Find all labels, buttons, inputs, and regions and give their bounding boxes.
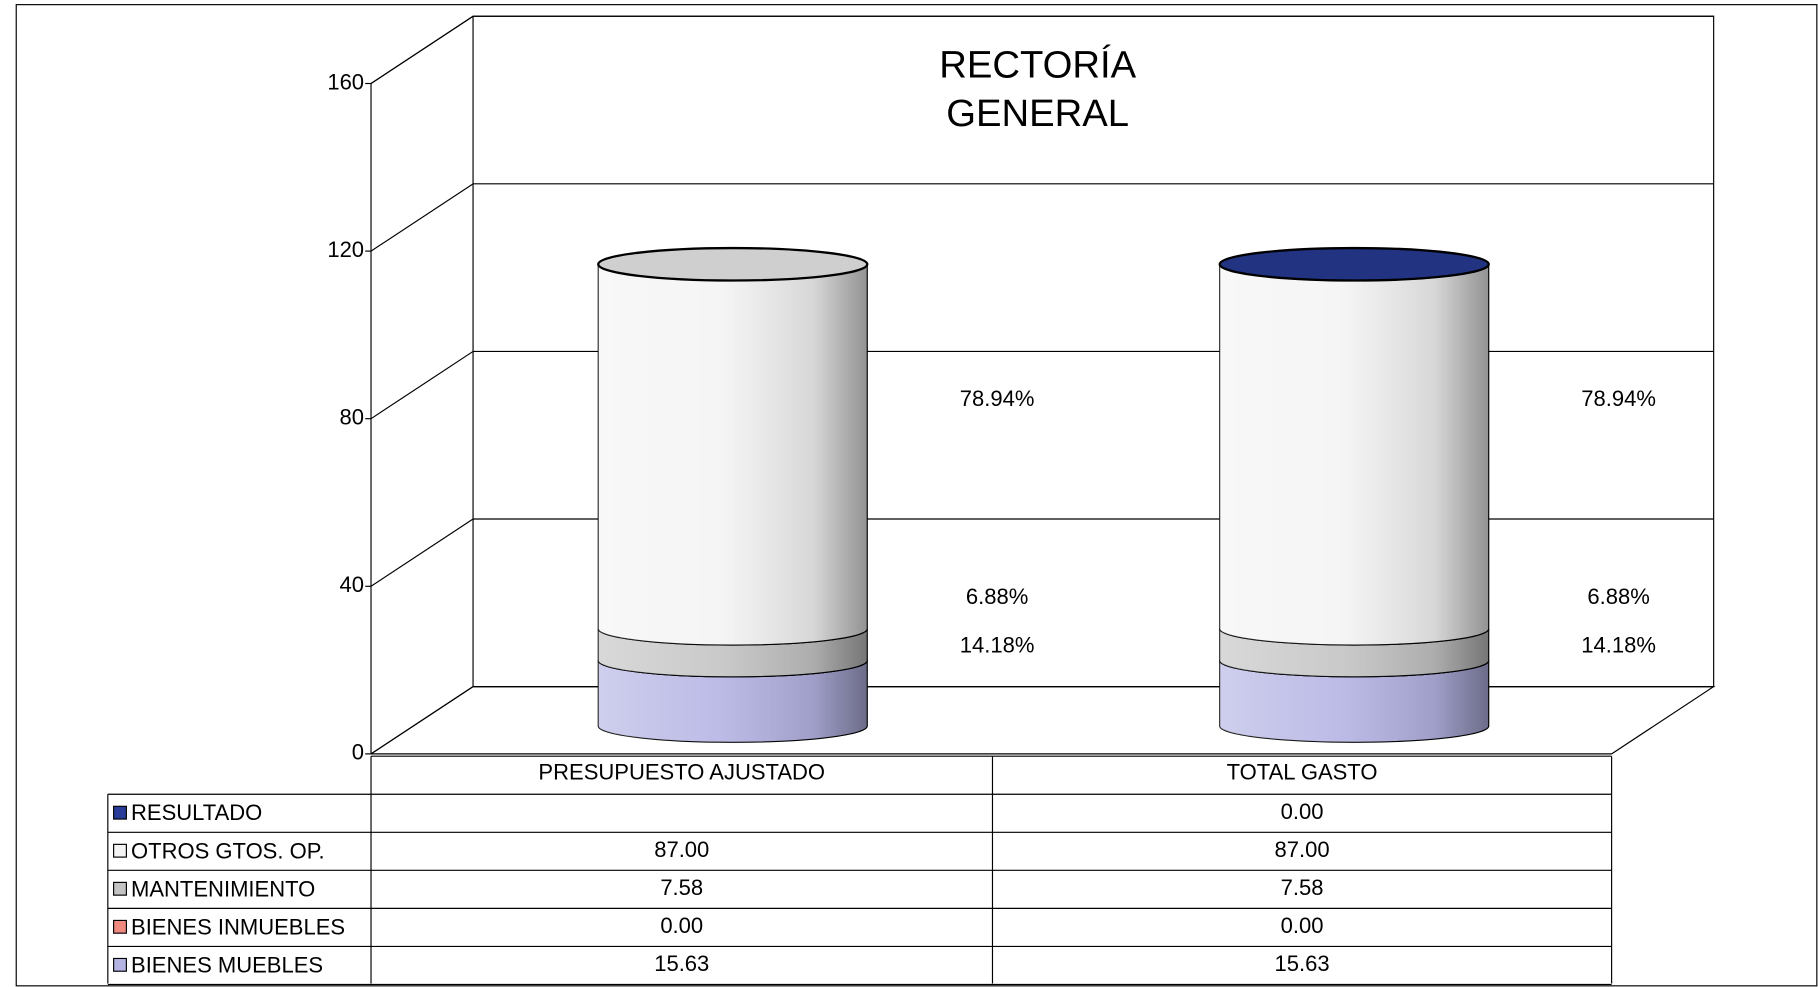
table-value: 0.00 (1281, 913, 1324, 938)
legend-swatch (113, 919, 127, 934)
x-tick-label: PRESUPUESTO AJUSTADO (538, 759, 825, 784)
legend-swatch (113, 805, 127, 820)
y-tick-label: 40 (340, 572, 364, 597)
table-value: 87.00 (1275, 837, 1330, 862)
top-shade (1219, 248, 1489, 281)
segment-shade (1219, 660, 1489, 743)
data-label: 6.88% (966, 584, 1028, 609)
table-value: 7.58 (660, 875, 703, 900)
legend-label: BIENES MUEBLES (131, 952, 323, 977)
table-value: 0.00 (660, 913, 703, 938)
y-tick-label: 0 (352, 740, 364, 765)
chart-title: RECTORÍA (939, 43, 1136, 86)
grid-line (370, 518, 474, 587)
table-value: 15.63 (1275, 951, 1330, 976)
chart-title: GENERAL (946, 92, 1129, 135)
legend-label: OTROS GTOS. OP. (131, 838, 325, 863)
y-tick-label: 80 (340, 405, 364, 430)
segment-shade (598, 264, 868, 646)
segment-shade (1219, 628, 1489, 677)
frame (15, 4, 1818, 987)
data-label: 14.18% (960, 633, 1035, 658)
legend-swatch (113, 843, 127, 858)
table-value: 0.00 (1281, 799, 1324, 824)
y-tick-label: 120 (327, 237, 364, 262)
legend-swatch (113, 881, 127, 896)
x-tick-label: TOTAL GASTO (1227, 759, 1378, 784)
grid-line (370, 686, 474, 755)
legend-label: BIENES INMUEBLES (131, 914, 345, 939)
table-value: 15.63 (654, 951, 709, 976)
legend-swatch (113, 957, 127, 972)
table-value: 87.00 (654, 837, 709, 862)
table-value: 7.58 (1281, 875, 1324, 900)
grid-line (370, 350, 474, 420)
grid-line (370, 183, 474, 252)
cylinder-top (1218, 246, 1490, 282)
legend-label: RESULTADO (131, 800, 262, 825)
top-shade (598, 248, 868, 281)
y-tick-label: 160 (327, 69, 364, 94)
data-label: 6.88% (1587, 584, 1649, 609)
segment-shade (598, 628, 868, 677)
legend-label: MANTENIMIENTO (131, 876, 315, 901)
segment-shade (1219, 264, 1489, 646)
grid-line (370, 15, 474, 84)
data-label: 14.18% (1581, 633, 1656, 658)
segment-shade (598, 660, 868, 743)
cylinder-top (597, 246, 869, 282)
data-label: 78.94% (960, 386, 1035, 411)
data-label: 78.94% (1581, 386, 1656, 411)
